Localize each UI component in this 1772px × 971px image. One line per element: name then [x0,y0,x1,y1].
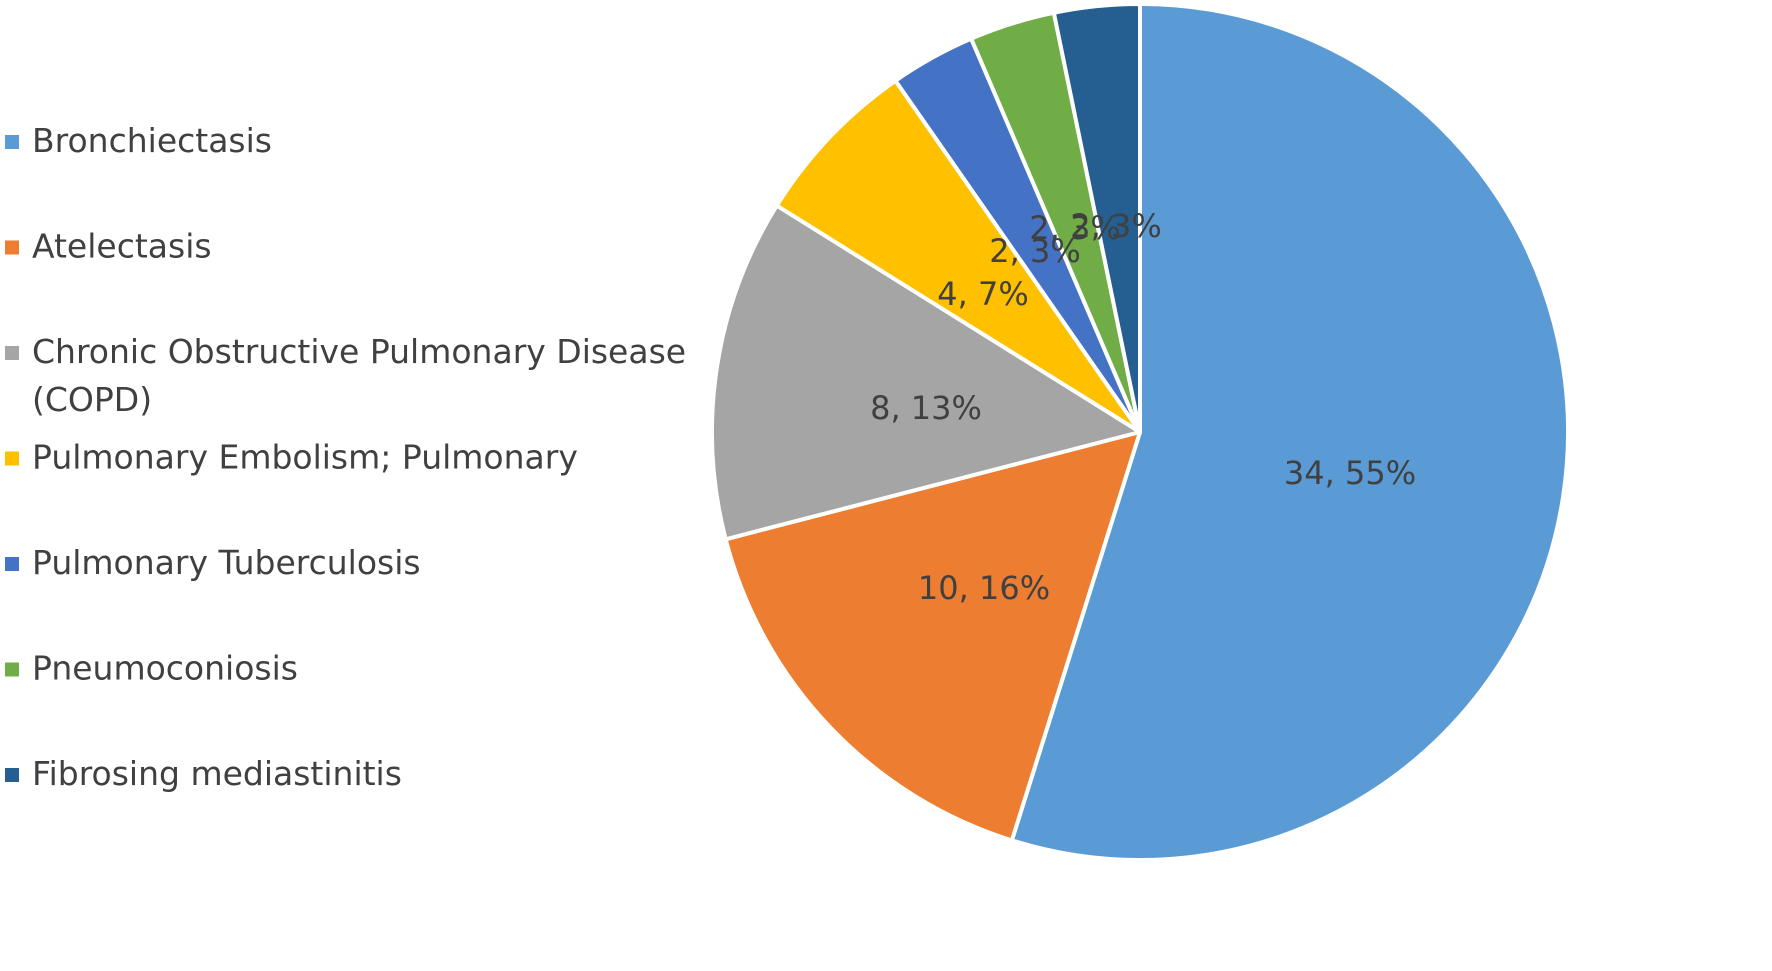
legend-label-7: Fibrosing mediastinitis [32,754,402,793]
legend-label-6: Pneumoconiosis [32,648,298,687]
legend-swatch-5 [5,557,19,571]
legend-label-3: Chronic Obstructive Pulmonary Disease (CO… [32,332,686,419]
pie-slice-4 [774,78,1142,434]
pie-slice-3 [710,203,1142,542]
pie-slice-2 [723,430,1142,843]
legend-swatch-4 [5,451,19,466]
legend-label-4: Pulmonary Embolism; Pulmonary [32,437,578,476]
data-label-4: 4, 7% [937,275,1028,313]
data-label-5: 2, 3% [989,232,1080,270]
pie-slice-1 [1009,2,1570,862]
data-label-3: 8, 13% [870,389,982,427]
data-label-1: 34, 55% [1284,454,1416,492]
legend-swatch-6 [5,662,19,677]
pie-slices [710,2,1570,862]
legend-label-1: Bronchiectasis [32,121,272,160]
data-label-7: 2, 3% [1070,207,1161,245]
legend-label-5: Pulmonary Tuberculosis [32,543,421,582]
pie-slice-7 [1051,2,1142,434]
legend-swatch-1 [5,135,19,149]
legend-swatch-3 [5,346,19,360]
legend-swatch-2 [5,240,19,255]
legend-label-2: Atelectasis [32,226,212,265]
data-label-6: 2, 3% [1029,209,1120,247]
legend-swatch-7 [5,768,19,782]
data-label-2: 10, 16% [918,569,1050,607]
legend: Bronchiectasis Atelectasis Chronic Obstruc… [5,121,686,793]
pie-data-labels: 34, 55%10, 16%8, 13%4, 7%2, 3%2, 3%2, 3% [870,207,1416,607]
